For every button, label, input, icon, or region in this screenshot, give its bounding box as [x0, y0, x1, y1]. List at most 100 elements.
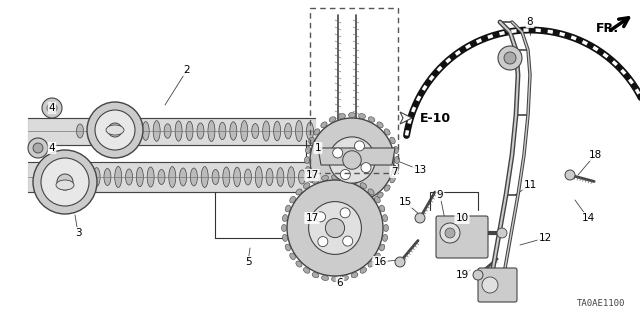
Circle shape — [329, 137, 375, 183]
Circle shape — [308, 202, 362, 254]
Ellipse shape — [314, 185, 320, 191]
Text: TA0AE1100: TA0AE1100 — [577, 299, 625, 308]
Ellipse shape — [342, 175, 348, 181]
Ellipse shape — [332, 174, 339, 180]
Ellipse shape — [277, 168, 284, 186]
Circle shape — [415, 213, 425, 223]
Text: 19: 19 — [456, 270, 468, 280]
Ellipse shape — [212, 169, 219, 185]
Ellipse shape — [384, 185, 390, 191]
Ellipse shape — [390, 176, 396, 183]
Ellipse shape — [282, 225, 287, 232]
Ellipse shape — [115, 167, 122, 188]
Ellipse shape — [349, 203, 355, 207]
Circle shape — [440, 223, 460, 243]
Text: 4: 4 — [49, 143, 55, 153]
Ellipse shape — [219, 122, 226, 140]
Ellipse shape — [252, 123, 259, 138]
Ellipse shape — [342, 276, 348, 281]
Ellipse shape — [358, 201, 365, 206]
Circle shape — [316, 212, 326, 222]
Circle shape — [343, 151, 361, 169]
Circle shape — [342, 236, 353, 246]
Text: 2: 2 — [184, 65, 190, 75]
Circle shape — [473, 270, 483, 280]
Ellipse shape — [109, 123, 116, 139]
Ellipse shape — [125, 169, 132, 185]
Ellipse shape — [351, 272, 358, 278]
Ellipse shape — [360, 183, 367, 189]
Ellipse shape — [329, 198, 336, 203]
Ellipse shape — [307, 122, 314, 140]
Circle shape — [504, 52, 516, 64]
Ellipse shape — [312, 178, 319, 183]
Ellipse shape — [368, 189, 374, 195]
Circle shape — [565, 170, 575, 180]
Ellipse shape — [351, 178, 358, 183]
Ellipse shape — [208, 121, 215, 142]
Ellipse shape — [390, 137, 396, 144]
Ellipse shape — [394, 157, 399, 164]
Ellipse shape — [77, 124, 83, 138]
Ellipse shape — [368, 261, 374, 267]
Ellipse shape — [56, 180, 74, 190]
Text: 1: 1 — [315, 143, 321, 153]
Circle shape — [33, 150, 97, 214]
Ellipse shape — [380, 205, 385, 212]
Ellipse shape — [285, 244, 291, 251]
Ellipse shape — [285, 205, 291, 212]
Ellipse shape — [383, 225, 388, 232]
Polygon shape — [318, 148, 395, 165]
Ellipse shape — [374, 197, 380, 203]
Ellipse shape — [266, 168, 273, 186]
Ellipse shape — [321, 276, 328, 281]
Ellipse shape — [197, 123, 204, 139]
Ellipse shape — [383, 234, 388, 241]
Ellipse shape — [241, 121, 248, 141]
Text: 15: 15 — [398, 197, 412, 207]
Circle shape — [395, 257, 405, 267]
Ellipse shape — [329, 117, 336, 122]
Text: 10: 10 — [456, 213, 468, 223]
Ellipse shape — [298, 170, 305, 184]
Text: 16: 16 — [373, 257, 387, 267]
Ellipse shape — [321, 175, 328, 181]
FancyBboxPatch shape — [436, 216, 488, 258]
Ellipse shape — [374, 253, 380, 260]
Circle shape — [28, 138, 48, 158]
Text: 11: 11 — [524, 180, 536, 190]
Circle shape — [445, 228, 455, 238]
Ellipse shape — [153, 121, 160, 141]
Text: 17: 17 — [305, 170, 319, 180]
Circle shape — [41, 158, 89, 206]
Ellipse shape — [290, 253, 296, 260]
Ellipse shape — [383, 215, 388, 221]
Ellipse shape — [234, 167, 241, 187]
Circle shape — [497, 228, 507, 238]
Ellipse shape — [358, 114, 365, 119]
Ellipse shape — [349, 113, 355, 117]
Ellipse shape — [93, 167, 100, 186]
Ellipse shape — [321, 192, 327, 198]
Text: 13: 13 — [413, 165, 427, 175]
Ellipse shape — [88, 121, 95, 141]
Ellipse shape — [223, 167, 230, 187]
Ellipse shape — [296, 121, 303, 141]
Ellipse shape — [136, 167, 143, 187]
Ellipse shape — [244, 169, 252, 185]
Ellipse shape — [377, 122, 383, 128]
Ellipse shape — [274, 121, 281, 141]
Circle shape — [95, 110, 135, 150]
Ellipse shape — [99, 122, 106, 140]
Circle shape — [318, 237, 328, 247]
Ellipse shape — [230, 122, 237, 140]
Ellipse shape — [106, 125, 124, 135]
Ellipse shape — [282, 215, 287, 221]
Ellipse shape — [104, 168, 111, 186]
Ellipse shape — [290, 197, 296, 203]
Text: 3: 3 — [75, 228, 81, 238]
Ellipse shape — [303, 183, 310, 189]
Ellipse shape — [312, 272, 319, 278]
Text: 7: 7 — [390, 167, 397, 177]
Ellipse shape — [314, 129, 320, 135]
